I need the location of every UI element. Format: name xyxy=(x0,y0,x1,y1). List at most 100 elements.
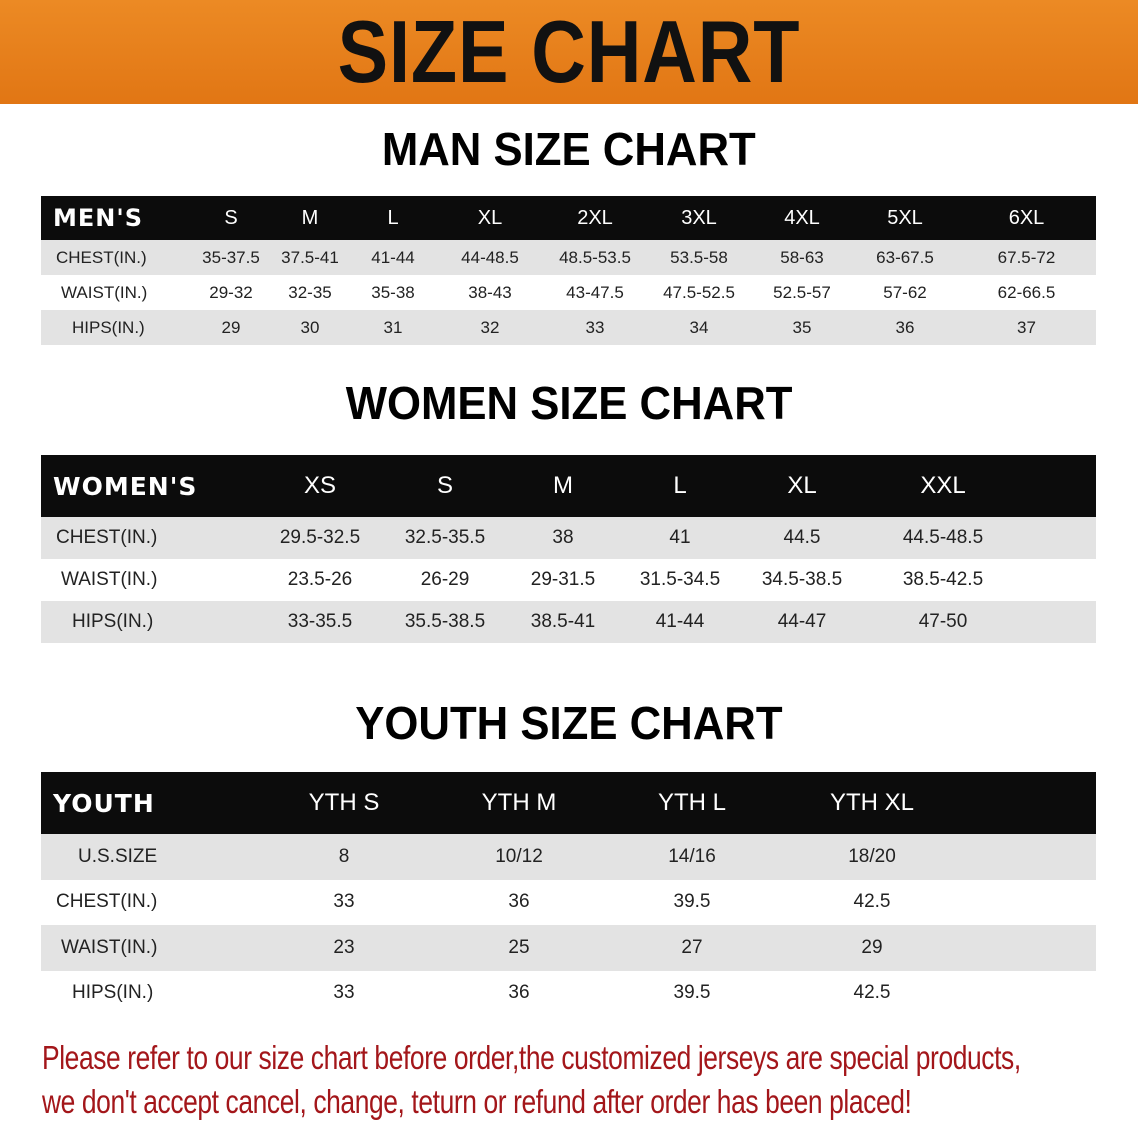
women-size-table: WOMEN'S XS S M L XL XXL CHEST(IN.) 29.5-32.5 32.5… xyxy=(41,455,1096,643)
table-cell: 44-47 xyxy=(777,611,827,632)
table-cell: 34.5-38.5 xyxy=(761,569,843,590)
size-column-header: 3XL xyxy=(681,206,717,229)
table-cell: 41-44 xyxy=(655,611,705,632)
table-cell: 34 xyxy=(689,317,709,337)
row-label: WAIST(IN.) xyxy=(61,569,158,590)
table-cell: 33-35.5 xyxy=(287,611,353,632)
table-cell: 44-48.5 xyxy=(461,247,519,267)
page-title: SIZE CHART xyxy=(337,2,801,101)
table-cell: 36 xyxy=(508,982,530,1004)
table-cell: 14/16 xyxy=(668,845,716,867)
table-cell: 35-37.5 xyxy=(202,247,260,267)
table-cell: 18/20 xyxy=(848,845,896,867)
order-notice-line-2: we don't accept cancel, change, teturn o… xyxy=(42,1083,912,1120)
size-column-header: 4XL xyxy=(784,206,820,229)
table-cell: 29-32 xyxy=(209,282,253,302)
youth-section-title: YOUTH SIZE CHART xyxy=(0,696,1138,750)
table-cell: 37 xyxy=(1017,317,1036,337)
youth-title-text: YOUTH SIZE CHART xyxy=(355,697,783,749)
youth-size-table: YOUTH YTH S YTH M YTH L YTH XL U.S.SIZE 8 10/12… xyxy=(41,772,1096,1016)
size-column-header: YTH S xyxy=(308,789,380,816)
table-cell: 41-44 xyxy=(371,247,415,267)
table-row: CHEST(IN.) 29.5-32.5 32.5-35.5 38 41 44.5 44.5… xyxy=(41,517,1096,559)
table-cell: 63-67.5 xyxy=(876,247,934,267)
table-cell: 29 xyxy=(861,936,883,958)
table-cell: 47.5-52.5 xyxy=(663,282,735,302)
size-column-header: 5XL xyxy=(887,206,923,229)
table-header-row: YOUTH YTH S YTH M YTH L YTH XL xyxy=(41,772,1096,834)
table-cell: 32.5-35.5 xyxy=(404,527,486,548)
table-cell: 33 xyxy=(585,317,605,337)
table-cell: 39.5 xyxy=(673,891,711,913)
row-label: U.S.SIZE xyxy=(78,845,158,867)
table-header-label: YOUTH xyxy=(53,788,155,818)
table-cell: 31.5-34.5 xyxy=(639,569,721,590)
order-notice: Please refer to our size chart before or… xyxy=(42,1036,1021,1124)
table-cell: 58-63 xyxy=(780,247,824,267)
table-cell: 26-29 xyxy=(420,569,470,590)
table-header-row: MEN'S S M L XL 2XL 3XL 4XL 5XL 6XL xyxy=(41,196,1096,240)
table-cell: 35.5-38.5 xyxy=(404,611,486,632)
size-column-header: XL xyxy=(787,472,817,499)
table-cell: 29-31.5 xyxy=(530,569,596,590)
table-cell: 27 xyxy=(681,936,703,958)
table-cell: 42.5 xyxy=(853,982,891,1004)
women-title-text: WOMEN SIZE CHART xyxy=(345,377,793,429)
table-row: WAIST(IN.) 23.5-26 26-29 29-31.5 31.5-34.5 34… xyxy=(41,559,1096,601)
table-cell: 42.5 xyxy=(853,891,891,913)
table-header-row: WOMEN'S XS S M L XL XXL xyxy=(41,455,1096,517)
size-column-header: S xyxy=(436,472,453,499)
table-row: HIPS(IN.) 29 30 31 32 33 34 35 36 37 xyxy=(41,310,1096,345)
table-row: HIPS(IN.) 33 36 39.5 42.5 xyxy=(41,970,1096,1016)
table-row: CHEST(IN.) 35-37.5 37.5-41 41-44 44-48.5 48.5… xyxy=(41,240,1096,275)
order-notice-line-1: Please refer to our size chart before or… xyxy=(42,1039,1021,1076)
row-label: CHEST(IN.) xyxy=(56,527,158,548)
table-cell: 43-47.5 xyxy=(566,282,624,302)
size-column-header: M xyxy=(553,472,573,499)
table-cell: 36 xyxy=(508,891,530,913)
table-cell: 44.5 xyxy=(783,527,821,548)
row-label: HIPS(IN.) xyxy=(72,982,154,1004)
table-cell: 8 xyxy=(338,845,350,867)
table-cell: 38-43 xyxy=(468,282,512,302)
size-column-header: L xyxy=(387,206,399,229)
row-label: CHEST(IN.) xyxy=(56,891,158,913)
table-cell: 52.5-57 xyxy=(773,282,831,302)
table-cell: 25 xyxy=(508,936,530,958)
size-column-header: YTH M xyxy=(481,789,557,816)
row-label: CHEST(IN.) xyxy=(56,247,147,267)
table-cell: 33 xyxy=(333,982,355,1004)
table-header-label: WOMEN'S xyxy=(53,471,198,501)
table-cell: 29 xyxy=(221,317,241,337)
size-column-header: YTH XL xyxy=(829,789,915,816)
women-section-title: WOMEN SIZE CHART xyxy=(0,376,1138,430)
table-cell: 29.5-32.5 xyxy=(279,527,361,548)
table-row: HIPS(IN.) 33-35.5 35.5-38.5 38.5-41 41-44 44-… xyxy=(41,601,1096,643)
row-label: WAIST(IN.) xyxy=(61,936,158,958)
table-row: U.S.SIZE 8 10/12 14/16 18/20 xyxy=(41,834,1096,880)
row-label: HIPS(IN.) xyxy=(72,317,145,337)
row-label: WAIST(IN.) xyxy=(61,282,148,302)
table-cell: 32 xyxy=(480,317,500,337)
size-column-header: 6XL xyxy=(1008,206,1045,229)
table-cell: 47-50 xyxy=(918,611,968,632)
men-size-table: MEN'S S M L XL 2XL 3XL 4XL 5XL 6XL CHEST(IN.) 35-37… xyxy=(41,196,1096,345)
table-cell: 39.5 xyxy=(673,982,711,1004)
table-cell: 48.5-53.5 xyxy=(559,247,631,267)
table-cell: 41 xyxy=(669,527,691,548)
table-cell: 33 xyxy=(333,891,355,913)
table-cell: 44.5-48.5 xyxy=(902,527,984,548)
table-cell: 32-35 xyxy=(288,282,332,302)
table-cell: 35 xyxy=(792,317,812,337)
table-row: CHEST(IN.) 33 36 39.5 42.5 xyxy=(41,879,1096,925)
table-row: WAIST(IN.) 23 25 27 29 xyxy=(41,925,1096,971)
table-cell: 38.5-42.5 xyxy=(902,569,984,590)
size-column-header: L xyxy=(673,472,687,499)
table-cell: 62-66.5 xyxy=(997,282,1056,302)
table-cell: 37.5-41 xyxy=(281,247,339,267)
table-cell: 57-62 xyxy=(883,282,927,302)
table-cell: 23 xyxy=(333,936,355,958)
men-section-title: MAN SIZE CHART xyxy=(0,122,1138,176)
table-cell: 38.5-41 xyxy=(530,611,596,632)
table-cell: 23.5-26 xyxy=(287,569,353,590)
